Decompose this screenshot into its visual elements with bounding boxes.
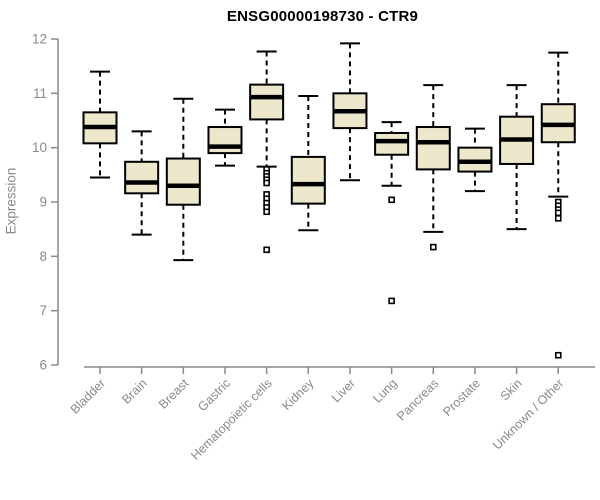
x-tick-label-bladder: Bladder (68, 376, 108, 416)
box-liver (332, 42, 368, 182)
box-pancreas (415, 84, 451, 251)
outlier-point (263, 246, 270, 254)
y-tick-label: 7 (39, 303, 47, 318)
outlier-point (263, 179, 270, 187)
x-tick-label-unknown-other: Unknown / Other (490, 376, 566, 452)
box-prostate (457, 127, 493, 193)
iqr-box (290, 155, 326, 205)
box-bladder (82, 70, 118, 179)
outlier-point (429, 243, 437, 251)
x-tick-label-liver: Liver (329, 376, 358, 405)
box-lung (374, 121, 410, 305)
x-tick-label-hematopoietic-cells: Hematopoietic cells (188, 376, 275, 463)
outlier-point (554, 209, 562, 217)
x-tick-label-prostate: Prostate (440, 376, 483, 419)
outlier-point (388, 297, 395, 305)
box-skin (499, 84, 535, 231)
outlier-point (554, 215, 562, 222)
box-unknown-other (540, 51, 576, 359)
iqr-box (415, 126, 451, 171)
iqr-box (165, 157, 201, 206)
x-tick-label-pancreas: Pancreas (394, 376, 441, 423)
x-tick-label-skin: Skin (498, 376, 525, 403)
box-kidney (290, 95, 326, 232)
iqr-box (124, 160, 160, 195)
box-hematopoietic-cells (249, 50, 285, 254)
box-brain (124, 130, 160, 236)
iqr-box (207, 126, 243, 155)
iqr-box (374, 131, 410, 156)
y-tick-label: 10 (32, 140, 47, 155)
y-tick-label: 12 (32, 32, 47, 47)
y-tick-label: 8 (39, 249, 47, 264)
chart-title: ENSG00000198730 - CTR9 (226, 8, 419, 25)
x-tick-label-brain: Brain (119, 376, 150, 407)
iqr-box (249, 83, 285, 121)
x-tick-label-breast: Breast (156, 376, 192, 412)
y-tick-label: 6 (39, 358, 47, 373)
y-tick-label: 9 (39, 195, 47, 210)
box-gastric (207, 108, 243, 167)
box-breast (165, 97, 201, 262)
x-tick-label-lung: Lung (370, 376, 400, 406)
outlier-point (263, 208, 270, 216)
y-tick-label: 11 (33, 86, 47, 101)
outlier-point (554, 351, 562, 359)
outlier-point (388, 196, 395, 204)
x-tick-label-gastric: Gastric (195, 376, 233, 414)
x-tick-label-kidney: Kidney (279, 376, 316, 413)
